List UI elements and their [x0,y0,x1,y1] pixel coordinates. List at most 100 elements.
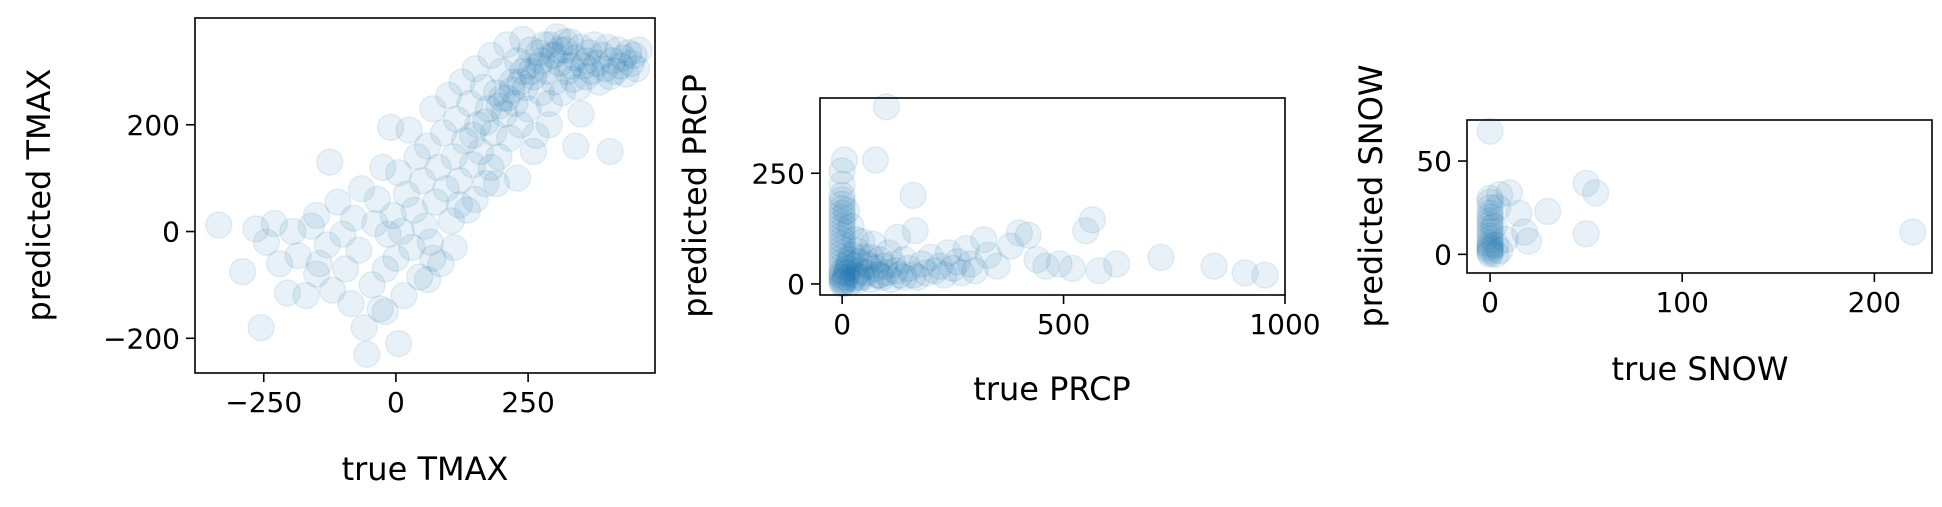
data-point [530,30,558,59]
data-point [961,256,989,285]
data-point [279,217,307,246]
data-point [371,255,400,283]
data-point [228,257,257,286]
data-point [832,197,861,225]
data-point [857,243,885,272]
data-point [828,263,856,292]
data-point [384,159,413,187]
data-point [996,232,1025,261]
data-point [848,263,876,292]
data-point [440,233,468,262]
data-point [527,78,556,107]
data-point [339,204,368,232]
data-point [474,95,503,123]
data-point [516,36,545,64]
data-point [456,89,484,118]
x-axis-label: true PRCP [973,370,1130,408]
data-point [567,100,595,128]
data-point [313,231,341,259]
data-point [392,180,421,208]
data-point [403,143,431,171]
data-point [1032,252,1060,280]
data-point [885,261,914,289]
data-point [852,259,881,287]
data-point [622,54,651,83]
data-point [828,256,856,285]
data-point [620,41,648,70]
data-point [614,38,643,67]
data-point [506,68,534,96]
data-point [458,121,487,150]
data-point [833,254,862,283]
data-point [841,225,870,254]
data-point [1485,236,1514,265]
data-point [561,44,590,72]
data-point [461,185,489,214]
data-point [881,256,910,285]
data-point [540,41,569,70]
data-point [302,260,331,288]
data-point [413,265,442,294]
data-point [331,255,360,283]
data-point [1476,233,1504,261]
data-point [598,46,627,75]
data-point [596,137,624,166]
data-point [440,143,468,171]
y-axis-label: predicted PRCP [676,74,714,318]
data-point [503,46,532,75]
data-point [939,254,967,283]
data-point [861,146,890,174]
data-point [556,52,585,80]
data-point [890,245,918,274]
data-point [828,221,856,249]
data-point [247,313,275,342]
data-point [901,217,929,245]
data-point [1476,214,1504,242]
data-point [612,60,640,88]
data-point [1476,225,1504,254]
data-point [1231,259,1259,287]
data-point [519,62,548,91]
data-point [487,84,516,112]
data-point [863,261,892,289]
data-point [1483,193,1512,222]
data-point [374,220,402,248]
data-point [1005,219,1034,247]
data-point [828,170,856,199]
data-point [828,261,856,289]
x-tick-label: 100 [1655,286,1708,319]
data-point [437,207,466,235]
data-point [912,259,941,287]
data-point [580,30,608,59]
points-layer [828,93,1279,298]
data-point [273,279,302,307]
data-point [524,38,553,67]
data-point [382,244,410,272]
data-point [477,41,505,70]
data-point [846,256,874,285]
data-point [482,169,511,198]
data-point [387,217,415,246]
data-point [1480,212,1508,241]
data-point [498,76,526,104]
data-point [522,121,550,150]
data-point [509,57,537,86]
data-point [601,57,630,86]
data-point [838,241,866,269]
data-point [416,228,445,256]
data-point [358,271,386,299]
data-point [868,263,896,292]
data-point [490,100,519,128]
data-point [305,249,334,278]
data-point [411,212,439,240]
data-point [830,266,859,295]
data-point [442,105,471,134]
y-tick-label: −200 [103,322,180,355]
data-point [1251,261,1279,289]
data-point [585,68,614,96]
data-point [1476,203,1504,231]
data-point [617,49,645,78]
data-point [843,266,872,295]
data-point [1514,227,1543,256]
data-point [899,181,927,210]
